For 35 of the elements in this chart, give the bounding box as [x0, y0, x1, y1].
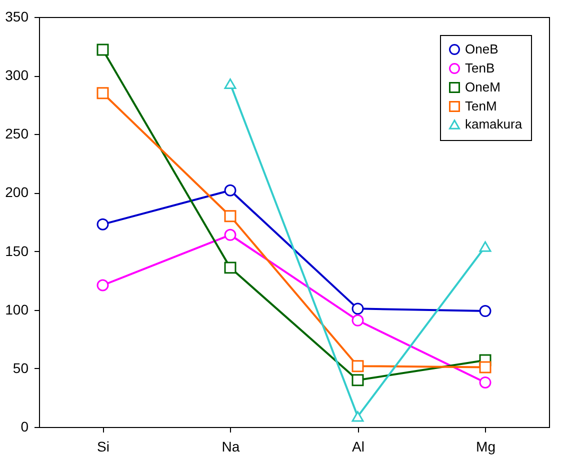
- x-tick-label: Al: [352, 438, 364, 454]
- x-tick-label: Si: [97, 438, 110, 454]
- y-tick-label: 350: [5, 8, 29, 24]
- y-tick-label: 300: [5, 67, 29, 84]
- y-tick-label: 50: [12, 360, 29, 376]
- point: [96, 87, 109, 100]
- point: [352, 374, 364, 386]
- point: [224, 184, 236, 196]
- point: [479, 241, 492, 252]
- y-tick-label: 150: [5, 242, 29, 259]
- point: [352, 411, 364, 422]
- y-tick-label: 100: [5, 301, 29, 318]
- x-tick-label: Na: [222, 438, 240, 454]
- point: [224, 262, 236, 274]
- point: [224, 210, 236, 222]
- point: [96, 218, 109, 230]
- point: [96, 279, 109, 292]
- legend-label: OneM: [465, 80, 500, 94]
- y-tick-label: 200: [5, 184, 29, 200]
- legend-label: OneB: [465, 42, 498, 56]
- point: [352, 314, 364, 326]
- y-tick-label: 0: [20, 418, 29, 434]
- point: [96, 44, 109, 56]
- x-tick-label: Mg: [476, 438, 496, 454]
- y-tick-label: 250: [5, 126, 29, 142]
- point: [352, 360, 364, 372]
- legend-label: TenM: [465, 98, 497, 114]
- point: [479, 305, 492, 318]
- legend-label: TenB: [465, 60, 495, 76]
- point: [479, 361, 492, 374]
- legend-label: kamakura: [465, 116, 523, 132]
- point: [479, 376, 492, 388]
- point: [224, 78, 236, 90]
- point: [224, 228, 236, 241]
- point: [352, 302, 364, 315]
